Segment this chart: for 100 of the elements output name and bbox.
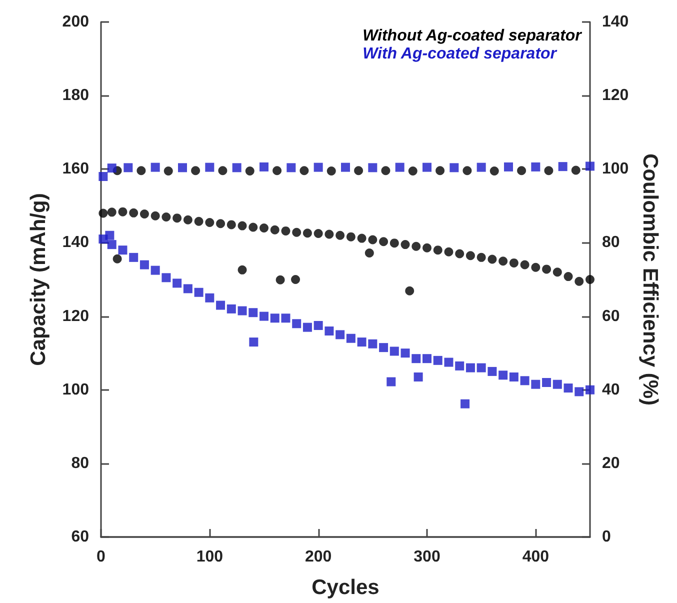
point (191, 166, 200, 176)
point (386, 377, 396, 386)
point (324, 230, 334, 239)
y-tick-label: 160 (62, 160, 90, 178)
point (412, 354, 421, 364)
point (98, 208, 108, 218)
point (248, 222, 258, 232)
point (326, 166, 336, 176)
point (216, 219, 226, 228)
point (105, 230, 114, 240)
y2-tick-label: 0 (602, 528, 611, 546)
point (368, 235, 378, 244)
point (178, 163, 187, 172)
point (558, 162, 568, 172)
point (552, 380, 562, 389)
point (357, 338, 366, 347)
point (136, 166, 146, 176)
point (433, 356, 442, 365)
point (586, 162, 594, 171)
y-tick-label: 80 (71, 454, 90, 472)
point (542, 378, 552, 387)
point (270, 225, 280, 234)
point (341, 162, 350, 172)
point (162, 212, 171, 222)
point (490, 166, 499, 176)
point (520, 260, 530, 270)
point (586, 385, 594, 394)
point (260, 162, 268, 172)
point (412, 242, 421, 251)
y2-tick-label: 20 (602, 454, 620, 472)
y2-tick-label: 140 (602, 14, 629, 30)
x-tick-label: 0 (96, 548, 106, 566)
point (586, 275, 594, 284)
point (564, 272, 573, 282)
point (357, 234, 366, 243)
point (504, 162, 513, 172)
point (150, 266, 160, 275)
point (205, 293, 214, 302)
point (226, 304, 236, 314)
point (314, 229, 323, 238)
point (183, 215, 192, 224)
point (466, 363, 475, 372)
point (172, 278, 182, 288)
y2-tick-label: 80 (602, 234, 620, 252)
y2-tick-label: 60 (602, 308, 620, 325)
y-tick-label: 60 (71, 528, 90, 546)
point (390, 238, 399, 248)
point (336, 230, 345, 240)
point (140, 260, 149, 270)
point (544, 166, 554, 176)
point (346, 232, 356, 242)
point (400, 348, 410, 358)
y2-tick-label: 40 (602, 381, 620, 398)
point (379, 343, 388, 352)
point (302, 322, 312, 332)
point (129, 252, 138, 262)
point (162, 273, 171, 282)
point (455, 361, 464, 370)
point (281, 226, 290, 236)
point (226, 220, 236, 230)
point (129, 208, 138, 218)
point (272, 166, 282, 176)
point (422, 243, 432, 252)
point (216, 300, 226, 310)
point (245, 166, 254, 176)
point (140, 210, 149, 219)
point (112, 254, 122, 264)
x-axis-title: Cycles (312, 576, 380, 599)
point (249, 338, 258, 347)
point (433, 246, 442, 255)
y-tick-label: 200 (62, 14, 90, 30)
point (444, 247, 454, 256)
point (291, 275, 300, 284)
point (218, 166, 228, 176)
point (346, 334, 356, 343)
point (574, 276, 584, 286)
point (408, 166, 418, 176)
point (364, 248, 374, 258)
point (314, 162, 323, 172)
y-tick-label: 180 (62, 87, 90, 104)
point (466, 251, 475, 260)
point (194, 288, 204, 297)
point (118, 246, 128, 255)
point (107, 240, 116, 250)
y2-tick-label: 120 (602, 87, 629, 104)
point (205, 218, 214, 227)
point (531, 262, 540, 272)
point (444, 358, 454, 367)
y-tick-label: 140 (62, 234, 90, 252)
point (238, 221, 247, 230)
x-tick-label: 100 (196, 548, 224, 566)
x-tick-label: 200 (304, 548, 332, 566)
x-tick-label: 300 (414, 548, 440, 566)
point (531, 162, 540, 172)
point (194, 216, 204, 226)
point (422, 354, 432, 364)
point (488, 254, 497, 264)
y2-axis-title: Coulombic Efficiency (%) (638, 153, 662, 406)
point (270, 314, 280, 323)
point (520, 376, 530, 386)
